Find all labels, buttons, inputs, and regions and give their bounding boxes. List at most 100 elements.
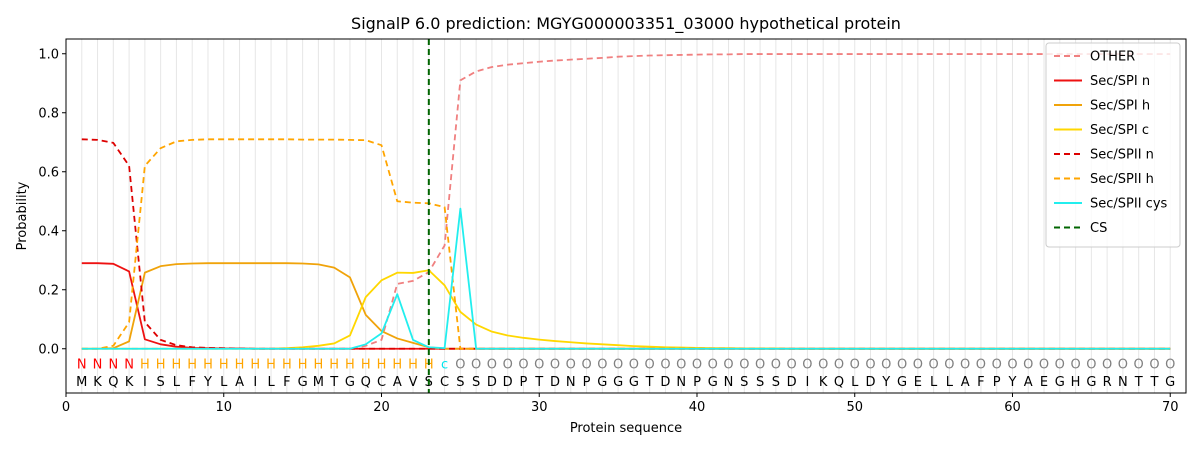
region-label: O <box>944 358 954 373</box>
residue-letter: F <box>188 375 195 390</box>
x-tick-label: 30 <box>531 400 548 415</box>
residue-letter: A <box>1024 375 1033 390</box>
region-label: O <box>1023 358 1033 373</box>
residue-letter: K <box>819 375 828 390</box>
region-label: O <box>865 358 875 373</box>
residue-letter: S <box>456 375 464 390</box>
region-label: c <box>441 358 448 373</box>
region-label: H <box>392 358 402 373</box>
region-label: O <box>1039 358 1049 373</box>
region-label: O <box>992 358 1002 373</box>
residue-letter: K <box>125 375 134 390</box>
region-label: O <box>534 358 544 373</box>
region-label: H <box>140 358 150 373</box>
region-label: O <box>518 358 528 373</box>
y-axis-ticks: 0.0 0.2 0.4 0.6 0.8 1.0 <box>38 47 66 357</box>
residue-letter: S <box>157 375 165 390</box>
residue-letter: N <box>1118 375 1128 390</box>
x-axis-label: Protein sequence <box>570 421 682 436</box>
residue-letter: G <box>897 375 907 390</box>
x-tick-label: 70 <box>1162 400 1179 415</box>
residue-letter: Y <box>881 375 890 390</box>
region-label: N <box>108 358 118 373</box>
residue-letter: S <box>756 375 764 390</box>
region-label: H <box>219 358 229 373</box>
residue-letter: I <box>143 375 147 390</box>
residue-letter: G <box>1165 375 1175 390</box>
residue-letter: N <box>676 375 686 390</box>
y-tick-label: 0.8 <box>38 106 59 121</box>
chart-title: SignalP 6.0 prediction: MGYG000003351_03… <box>351 14 901 34</box>
residue-letter: A <box>393 375 402 390</box>
residue-letter: M <box>76 375 87 390</box>
y-tick-label: 0.2 <box>38 283 59 298</box>
region-label: O <box>487 358 497 373</box>
residue-letter: G <box>613 375 623 390</box>
residue-letter: P <box>693 375 701 390</box>
residue-letter: N <box>566 375 576 390</box>
region-label: N <box>93 358 103 373</box>
residue-letter: Q <box>108 375 118 390</box>
residue-letter: G <box>1055 375 1065 390</box>
region-label: O <box>676 358 686 373</box>
x-tick-label: 60 <box>1004 400 1021 415</box>
residue-letter: G <box>345 375 355 390</box>
region-labels: NNNNHHHHHHHHHHHHHHHHHHHcOOOOOOOOOOOOOOOO… <box>77 358 1175 373</box>
residue-letter: D <box>487 375 497 390</box>
residue-letter: D <box>787 375 797 390</box>
region-label: H <box>156 358 166 373</box>
residue-letter: S <box>772 375 780 390</box>
residue-letter: G <box>708 375 718 390</box>
residue-letter: Q <box>834 375 844 390</box>
legend-label: CS <box>1090 221 1107 236</box>
region-label: H <box>361 358 371 373</box>
y-tick-label: 0.0 <box>38 342 59 357</box>
residue-letter: G <box>1086 375 1096 390</box>
x-tick-label: 40 <box>689 400 706 415</box>
residue-letter: F <box>977 375 984 390</box>
region-label: O <box>755 358 765 373</box>
region-label: O <box>581 358 591 373</box>
legend: OTHER Sec/SPI n Sec/SPI h Sec/SPI c Sec/SPII… <box>1045 42 1181 248</box>
residue-letter: T <box>534 375 543 390</box>
region-label: O <box>550 358 560 373</box>
residue-letter: A <box>961 375 970 390</box>
region-label: H <box>187 358 197 373</box>
legend-label: Sec/SPII h <box>1090 172 1154 187</box>
region-label: O <box>1055 358 1065 373</box>
residue-letter: Q <box>361 375 371 390</box>
y-tick-label: 0.6 <box>38 165 59 180</box>
legend-label: Sec/SPI h <box>1090 99 1150 114</box>
residue-letter: M <box>313 375 324 390</box>
y-tick-label: 0.4 <box>38 224 59 239</box>
residue-letter: C <box>440 375 449 390</box>
residue-letter: G <box>597 375 607 390</box>
legend-label: Sec/SPII n <box>1090 148 1154 163</box>
residue-letter: T <box>1134 375 1143 390</box>
region-label: O <box>960 358 970 373</box>
region-label: H <box>235 358 245 373</box>
residue-letter: I <box>805 375 809 390</box>
residue-letter: Y <box>203 375 212 390</box>
residue-letter: R <box>1103 375 1112 390</box>
region-label: O <box>850 358 860 373</box>
region-label: H <box>377 358 387 373</box>
residue-letter: G <box>629 375 639 390</box>
region-label: O <box>1086 358 1096 373</box>
residue-letter: K <box>93 375 102 390</box>
region-label: O <box>881 358 891 373</box>
region-label: O <box>597 358 607 373</box>
region-label: O <box>802 358 812 373</box>
region-label: O <box>471 358 481 373</box>
residue-letter: C <box>377 375 386 390</box>
y-axis-label: Probability <box>15 181 30 250</box>
region-label: O <box>455 358 465 373</box>
region-label: H <box>314 358 324 373</box>
region-label: O <box>1165 358 1175 373</box>
region-label: O <box>1070 358 1080 373</box>
residue-letter: E <box>914 375 922 390</box>
residue-letters: MKQKISLFYLAILFGMTGQCAVSCSSDDPTDNPGGGTDNP… <box>76 375 1175 390</box>
x-tick-label: 20 <box>373 400 390 415</box>
region-label: O <box>692 358 702 373</box>
x-tick-label: 0 <box>62 400 70 415</box>
